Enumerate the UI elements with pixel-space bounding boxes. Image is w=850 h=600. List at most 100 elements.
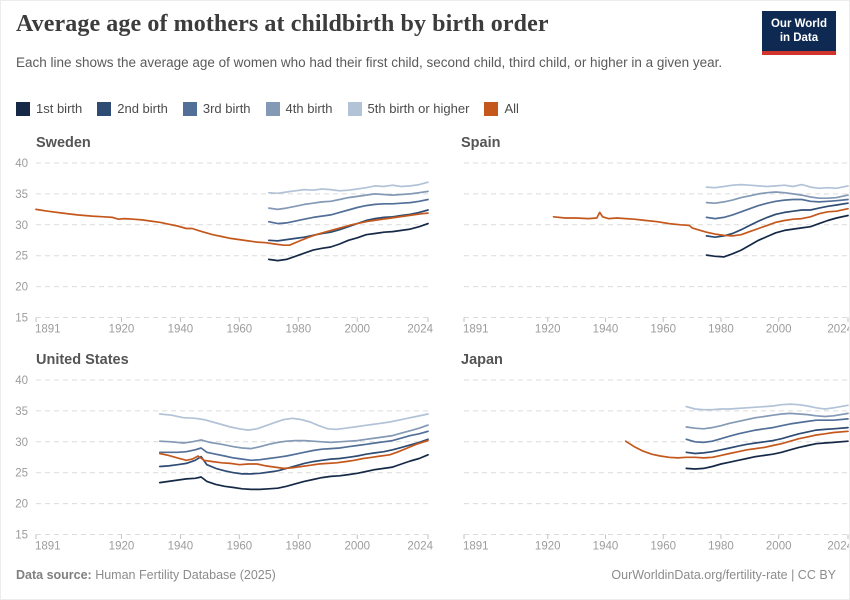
series-line-all (552, 207, 849, 237)
x-tick-label: 1960 (227, 324, 253, 336)
series-line-4th-birth (158, 424, 429, 450)
y-tick-label: 35 (15, 406, 28, 418)
legend-item-3rd-birth: 3rd birth (182, 101, 251, 116)
x-tick-label: 2024 (407, 324, 433, 336)
x-tick-label: 2000 (766, 541, 792, 553)
x-axis: 1891 1920 1940 1960 1980 2000 2024 (463, 534, 850, 553)
gridlines: 15 20 25 30 35 40 (15, 375, 431, 542)
gridlines (464, 162, 849, 318)
series-line-all (35, 208, 429, 247)
x-tick-label: 1920 (109, 541, 135, 553)
x-tick-label: 1980 (286, 324, 312, 336)
legend-item-1st-birth: 1st birth (16, 101, 82, 116)
series-line-3rd-birth (685, 418, 849, 444)
facet-japan: Japan 1891 1920 1940 1960 1980 2000 2024 (438, 350, 850, 569)
y-tick-label: 30 (15, 220, 28, 232)
x-tick-label: 2024 (407, 541, 433, 553)
x-tick-label: 1980 (708, 541, 734, 553)
series-line-3rd-birth (267, 198, 429, 225)
owid-logo-line1: Our World (770, 18, 827, 30)
series-line-5th-birth-or-higher (705, 183, 849, 190)
data-source-text: Human Fertility Database (2025) (91, 568, 276, 582)
data-source-label: Data source: (16, 568, 92, 582)
series-line-5th-birth-or-higher (685, 403, 849, 411)
legend-swatch-3rd-birth (182, 101, 197, 116)
x-tick-label: 2000 (344, 541, 370, 553)
x-tick-label: 1891 (463, 324, 489, 336)
legend-label: 2nd birth (117, 101, 168, 116)
y-tick-label: 20 (15, 282, 28, 294)
series-line-1st-birth (705, 214, 849, 258)
y-tick-label: 15 (15, 313, 28, 325)
x-tick-label: 1891 (35, 324, 61, 336)
x-axis: 1891 1920 1940 1960 1980 2000 2024 (35, 534, 433, 553)
legend-label: 3rd birth (202, 101, 251, 116)
x-tick-label: 1891 (35, 541, 61, 553)
legend-swatch-5th-birth-or-higher (347, 101, 362, 116)
x-tick-label: 1960 (227, 541, 253, 553)
x-tick-label: 2000 (344, 324, 370, 336)
legend-label: All (504, 101, 519, 116)
x-tick-label: 1940 (593, 324, 619, 336)
x-tick-label: 2024 (827, 541, 850, 553)
x-tick-label: 1920 (535, 541, 561, 553)
facet-united-states: United States 15 20 25 30 35 40 1891 1920 1940 196… (1, 350, 433, 569)
legend-label: 4th birth (285, 101, 333, 116)
y-tick-label: 40 (15, 375, 28, 387)
y-tick-label: 25 (15, 251, 28, 263)
series-line-2nd-birth (267, 209, 429, 242)
facet-sweden: Sweden 15 20 25 30 35 40 1891 1920 1940 1960 1980 20… (1, 133, 433, 352)
chart-subtitle: Each line shows the average age of women… (16, 55, 723, 70)
x-tick-label: 2000 (766, 324, 792, 336)
x-tick-label: 1960 (650, 541, 676, 553)
owid-logo: Our World in Data (761, 11, 836, 55)
series-line-1st-birth (685, 440, 849, 470)
facet-title-united-states: United States (36, 352, 129, 368)
series-line-2nd-birth (685, 426, 849, 455)
footer-attribution: OurWorldinData.org/fertility-rate | CC B… (611, 568, 836, 582)
series-line-3rd-birth (705, 198, 849, 220)
y-tick-label: 40 (15, 158, 28, 170)
x-tick-label: 1960 (650, 324, 676, 336)
legend-item-all: All (484, 101, 519, 116)
series-line-4th-birth (685, 412, 849, 430)
x-tick-label: 1940 (593, 541, 619, 553)
series-line-all (158, 439, 429, 470)
legend-item-4th-birth: 4th birth (265, 101, 333, 116)
legend-label: 1st birth (36, 101, 83, 116)
x-tick-label: 1980 (708, 324, 734, 336)
japan-line-chart: 1891 1920 1940 1960 1980 2000 2024 (463, 379, 850, 553)
spain-line-chart: 1891 1920 1940 1960 1980 2000 2024 (463, 162, 850, 336)
y-tick-label: 20 (15, 499, 28, 511)
x-tick-label: 2024 (827, 324, 850, 336)
x-tick-label: 1980 (286, 541, 312, 553)
y-tick-label: 35 (15, 189, 28, 201)
x-axis: 1891 1920 1940 1960 1980 2000 2024 (463, 317, 850, 336)
page-title: Average age of mothers at childbirth by … (16, 11, 549, 37)
y-tick-label: 30 (15, 437, 28, 449)
x-tick-label: 1891 (463, 541, 489, 553)
legend-swatch-4th-birth (265, 101, 280, 116)
united-states-line-chart: 15 20 25 30 35 40 1891 1920 1940 1960 1980 2000 2024 (15, 375, 433, 553)
x-axis: 1891 1920 1940 1960 1980 2000 2024 (35, 317, 433, 336)
series-line-5th-birth-or-higher (158, 413, 429, 431)
gridlines: 15 20 25 30 35 40 (15, 158, 431, 325)
series-line-5th-birth-or-higher (267, 181, 429, 195)
series-line-4th-birth (705, 191, 849, 205)
legend-item-2nd-birth: 2nd birth (97, 101, 168, 116)
owid-logo-line2: in Data (779, 32, 819, 45)
x-tick-label: 1940 (168, 541, 194, 553)
footer: Data source: Human Fertility Database (2… (16, 568, 836, 582)
sweden-line-chart: 15 20 25 30 35 40 1891 1920 1940 1960 1980 2000 2024 (15, 158, 433, 336)
x-tick-label: 1920 (535, 324, 561, 336)
series-line-4th-birth (267, 190, 429, 211)
series-line-1st-birth (267, 222, 429, 262)
y-tick-label: 15 (15, 530, 28, 542)
legend-item-5th-birth-or-higher: 5th birth or higher (347, 101, 470, 116)
facet-title-spain: Spain (461, 135, 501, 151)
legend-label: 5th birth or higher (367, 101, 470, 116)
series-line-2nd-birth (705, 202, 849, 239)
series-line-1st-birth (158, 453, 429, 491)
legend-swatch-1st-birth (16, 101, 30, 116)
